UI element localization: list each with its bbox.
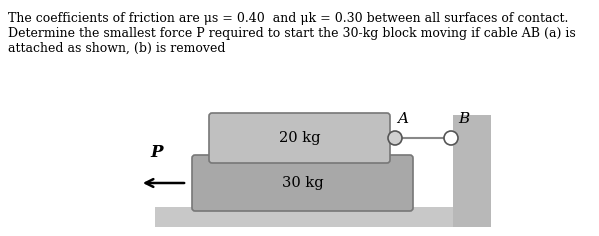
Text: B: B xyxy=(458,112,469,126)
FancyBboxPatch shape xyxy=(192,155,413,211)
Text: The coefficients of friction are μs = 0.40  and μk = 0.30 between all surfaces o: The coefficients of friction are μs = 0.… xyxy=(8,12,568,25)
FancyBboxPatch shape xyxy=(209,113,390,163)
Bar xyxy=(155,207,465,227)
Text: 20 kg: 20 kg xyxy=(279,131,320,145)
Text: attached as shown, (b) is removed: attached as shown, (b) is removed xyxy=(8,42,225,55)
Text: P: P xyxy=(150,144,162,161)
Text: 30 kg: 30 kg xyxy=(282,176,323,190)
Text: A: A xyxy=(397,112,408,126)
Bar xyxy=(453,115,491,227)
Circle shape xyxy=(444,131,458,145)
Text: Determine the smallest force P required to start the 30-kg block moving if cable: Determine the smallest force P required … xyxy=(8,27,576,40)
Circle shape xyxy=(388,131,402,145)
